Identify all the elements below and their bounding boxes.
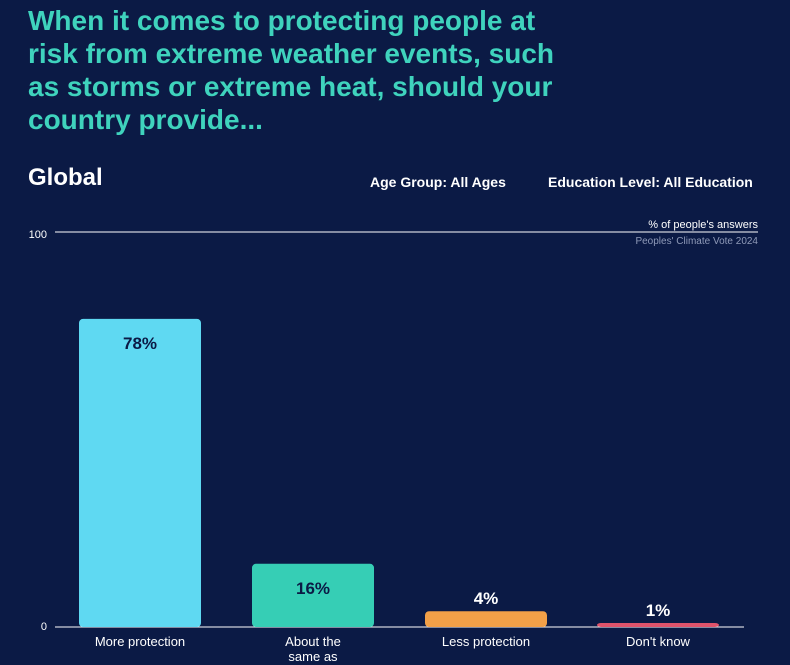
category-label-more-protection: More protection bbox=[95, 634, 185, 649]
value-label-about-the-same-as: 16% bbox=[296, 579, 330, 598]
value-label-less-protection: 4% bbox=[474, 589, 499, 608]
y-axis-label: % of people's answers bbox=[648, 219, 758, 231]
question-headline: When it comes to protecting people at ri… bbox=[28, 5, 555, 135]
education-level-filter[interactable]: Education Level: All Education bbox=[548, 174, 753, 190]
category-label-don-t-know: Don't know bbox=[626, 634, 691, 649]
source-label: Peoples' Climate Vote 2024 bbox=[635, 236, 758, 247]
category-label-about-the-same-as: About the same as bbox=[285, 634, 341, 664]
bar-more-protection[interactable] bbox=[79, 318, 201, 627]
y-tick-100: 100 bbox=[29, 229, 47, 241]
region-title: Global bbox=[28, 164, 103, 191]
y-tick-0: 0 bbox=[41, 621, 47, 633]
value-label-more-protection: 78% bbox=[123, 334, 157, 353]
bar-about-the-same-as[interactable] bbox=[252, 563, 374, 627]
age-group-filter[interactable]: Age Group: All Ages bbox=[370, 174, 506, 190]
value-label-don-t-know: 1% bbox=[646, 601, 671, 620]
bar-less-protection[interactable] bbox=[425, 611, 547, 627]
category-label-less-protection: Less protection bbox=[442, 634, 530, 649]
bars-group: 78% More protection 16% About the same as 4% L… bbox=[79, 318, 719, 664]
bar-don-t-know[interactable] bbox=[597, 623, 719, 627]
